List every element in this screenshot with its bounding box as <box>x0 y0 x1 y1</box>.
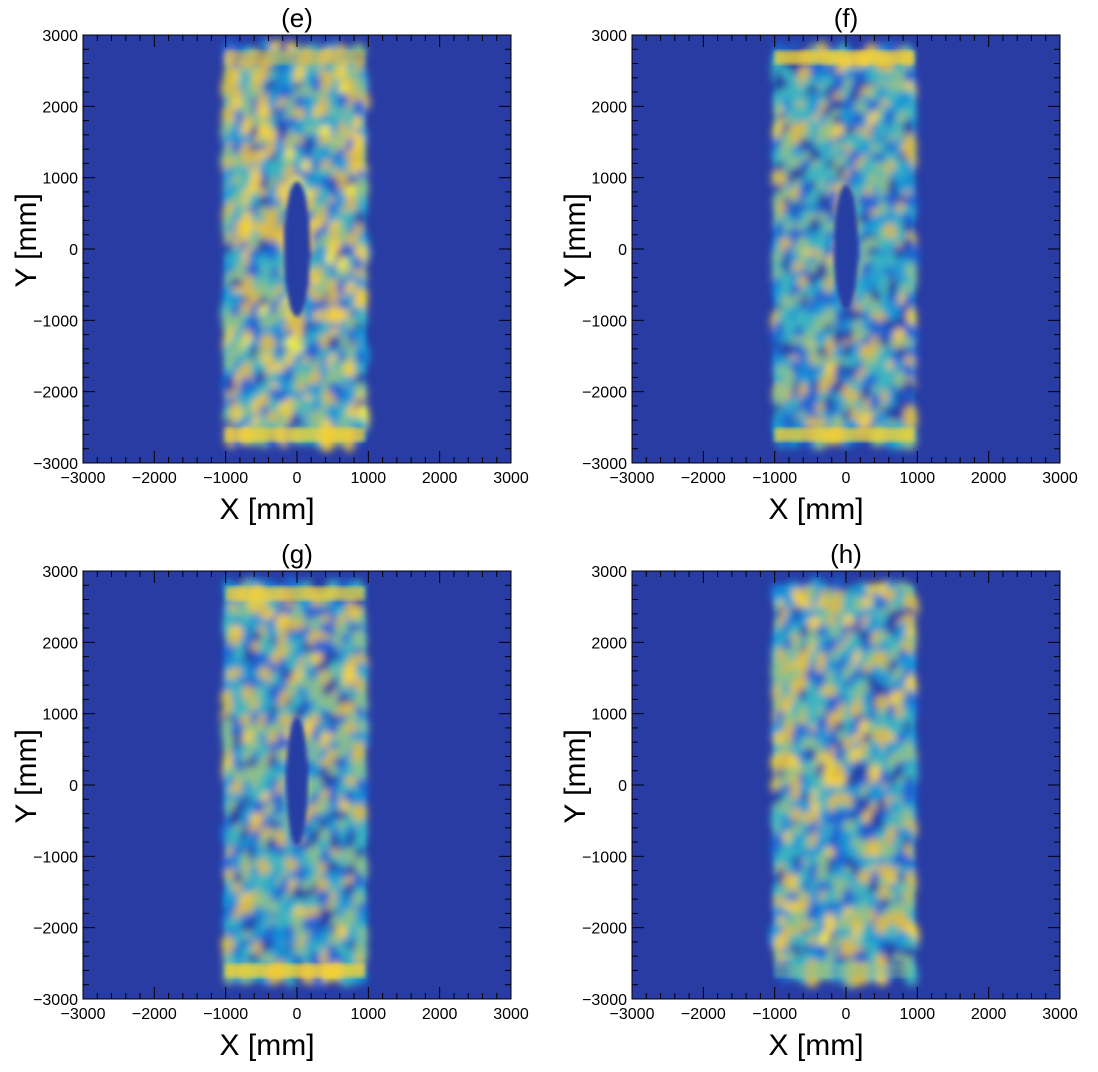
y-tick-label: −3000 <box>582 456 627 473</box>
y-tick-label: 2000 <box>591 99 627 116</box>
x-tick-label: −2000 <box>132 1006 177 1023</box>
heatmap-cells <box>220 38 371 453</box>
axis-ticks <box>82 570 512 1000</box>
y-tick-label: 1000 <box>42 707 78 724</box>
y-tick-label: 0 <box>618 242 627 259</box>
x-tick-label: 3000 <box>1042 1006 1078 1023</box>
y-tick-label: 1000 <box>591 707 627 724</box>
x-tick-label: 0 <box>842 1006 851 1023</box>
void-region <box>286 717 308 846</box>
y-tick-label: 3000 <box>42 28 78 45</box>
x-axis-label: X [mm] <box>769 493 864 526</box>
y-tick-label: −2000 <box>33 921 78 938</box>
y-tick-label: −2000 <box>33 385 78 402</box>
heatmap-region <box>769 39 920 451</box>
x-tick-label: 3000 <box>493 470 529 487</box>
void-region <box>833 184 859 310</box>
x-tick-label: 2000 <box>971 470 1007 487</box>
x-tick-label: 2000 <box>971 1006 1007 1023</box>
void-region <box>284 181 310 317</box>
panel-title: (f) <box>834 3 859 33</box>
panel-title: (h) <box>830 539 862 569</box>
x-tick-label: −1000 <box>203 470 248 487</box>
heatmap-region <box>219 574 370 989</box>
x-tick-label: −1000 <box>752 470 797 487</box>
x-tick-label: 2000 <box>422 470 458 487</box>
y-tick-label: −1000 <box>33 849 78 866</box>
y-tick-label: −1000 <box>582 313 627 330</box>
axis-ticks <box>631 34 1061 464</box>
x-tick-label: −2000 <box>681 1006 726 1023</box>
y-axis-label: Y [mm] <box>559 193 592 287</box>
y-tick-label: 2000 <box>591 635 627 652</box>
y-tick-label: 0 <box>618 778 627 795</box>
x-tick-label: 0 <box>293 470 302 487</box>
heatmap-region <box>220 38 371 453</box>
edge-band-top <box>774 50 914 65</box>
x-axis-label: X [mm] <box>769 1029 864 1062</box>
y-tick-label: 3000 <box>591 28 627 45</box>
panel-1: −3000 −2000 −1000 0 1000 2000 3000 −3000 −2000 −1… <box>10 3 529 526</box>
panel-2: −3000 −2000 −1000 0 1000 2000 3000 −3000 −2000 −1… <box>559 3 1078 526</box>
x-tick-label: −3000 <box>61 1006 106 1023</box>
y-tick-label: −3000 <box>33 456 78 473</box>
panel-4: −3000 −2000 −1000 0 1000 2000 3000 −3000 −2000 −1… <box>559 539 1078 1062</box>
y-tick-label: 2000 <box>42 635 78 652</box>
y-tick-label: 2000 <box>42 99 78 116</box>
y-tick-label: −2000 <box>582 385 627 402</box>
heatmap-region <box>769 575 920 989</box>
heatmap-cells <box>219 574 370 989</box>
y-tick-label: 3000 <box>42 564 78 581</box>
x-tick-label: 3000 <box>493 1006 529 1023</box>
heatmap-cells <box>769 575 920 989</box>
y-tick-label: −1000 <box>582 849 627 866</box>
edge-band-top <box>225 50 365 65</box>
x-tick-label: −3000 <box>610 1006 655 1023</box>
x-tick-label: 1000 <box>900 470 936 487</box>
x-tick-label: 1000 <box>351 1006 387 1023</box>
edge-band-bottom <box>774 963 914 978</box>
edge-band-top <box>225 586 365 601</box>
y-axis-label: Y [mm] <box>10 193 43 287</box>
x-tick-label: −3000 <box>610 470 655 487</box>
y-tick-label: −3000 <box>582 992 627 1009</box>
y-tick-label: 1000 <box>42 171 78 188</box>
axis-ticks <box>82 34 512 464</box>
x-tick-label: −1000 <box>203 1006 248 1023</box>
x-tick-label: 0 <box>293 1006 302 1023</box>
edge-band-bottom <box>225 963 365 978</box>
y-tick-label: 0 <box>69 778 78 795</box>
axis-ticks <box>631 570 1061 1000</box>
x-tick-label: 1000 <box>351 470 387 487</box>
x-tick-label: 0 <box>842 470 851 487</box>
panel-title: (e) <box>281 3 313 33</box>
y-axis-label: Y [mm] <box>559 729 592 823</box>
panel-title: (g) <box>281 539 313 569</box>
x-tick-label: 3000 <box>1042 470 1078 487</box>
x-tick-label: −1000 <box>752 1006 797 1023</box>
y-tick-label: −2000 <box>582 921 627 938</box>
y-tick-label: −3000 <box>33 992 78 1009</box>
x-axis-label: X [mm] <box>220 1029 315 1062</box>
edge-band-bottom <box>225 427 365 442</box>
y-tick-label: 1000 <box>591 171 627 188</box>
x-tick-label: 1000 <box>900 1006 936 1023</box>
panel-3: −3000 −2000 −1000 0 1000 2000 3000 −3000 −2000 −1… <box>10 539 529 1062</box>
x-tick-label: −3000 <box>61 470 106 487</box>
heatmap-cell <box>221 935 234 953</box>
y-tick-label: −1000 <box>33 313 78 330</box>
y-axis-label: Y [mm] <box>10 729 43 823</box>
edge-band-bottom <box>774 427 914 442</box>
x-tick-label: −2000 <box>132 470 177 487</box>
x-axis-label: X [mm] <box>220 493 315 526</box>
y-tick-label: 0 <box>69 242 78 259</box>
x-tick-label: 2000 <box>422 1006 458 1023</box>
y-tick-label: 3000 <box>591 564 627 581</box>
x-tick-label: −2000 <box>681 470 726 487</box>
